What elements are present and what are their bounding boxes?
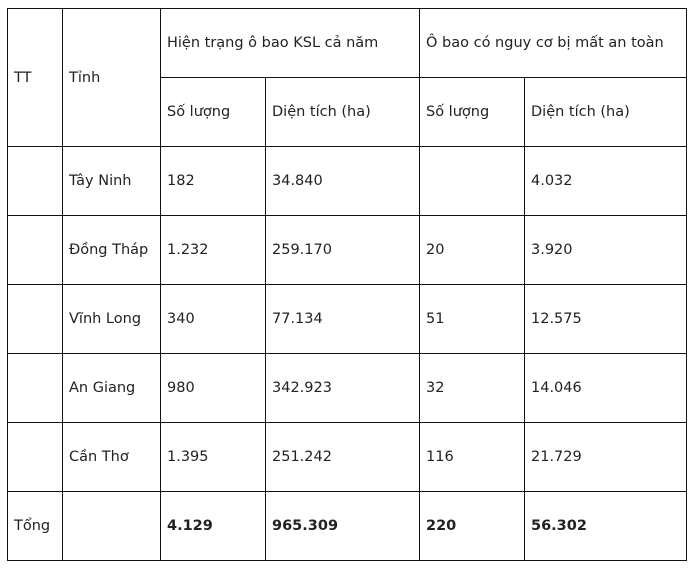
cell-province: Vĩnh Long — [62, 284, 161, 354]
cell-area1: 259.170 — [265, 215, 420, 285]
cell-area1: 251.242 — [265, 422, 420, 492]
table-row: An Giang 980 342.923 32 14.046 — [7, 353, 687, 423]
header-row-2: Số lượng Diện tích (ha) Số lượng Diện tí… — [8, 77, 687, 147]
cell-area1: 342.923 — [265, 353, 420, 423]
cell-count1: 1.395 — [160, 422, 266, 492]
header-count-1: Số lượng — [160, 77, 266, 147]
cell-tt — [7, 353, 63, 423]
cell-tt — [7, 284, 63, 354]
cell-province: Đồng Tháp — [62, 215, 161, 285]
cell-province: Tây Ninh — [62, 146, 161, 216]
total-province — [62, 491, 161, 561]
cell-tt — [7, 422, 63, 492]
table-row: Vĩnh Long 340 77.134 51 12.575 — [7, 284, 687, 354]
header-at-risk: Ô bao có nguy cơ bị mất an toàn — [419, 8, 687, 78]
data-table: TT Tỉnh Hiện trạng ô bao KSL cả năm Ô ba… — [7, 8, 687, 561]
cell-tt — [7, 146, 63, 216]
cell-count2: 20 — [419, 215, 525, 285]
cell-province: An Giang — [62, 353, 161, 423]
cell-area2: 12.575 — [524, 284, 687, 354]
header-province: Tỉnh — [62, 8, 161, 147]
cell-count1: 182 — [160, 146, 266, 216]
cell-count2: 51 — [419, 284, 525, 354]
cell-count1: 340 — [160, 284, 266, 354]
table-row: Đồng Tháp 1.232 259.170 20 3.920 — [7, 215, 687, 285]
cell-count1: 980 — [160, 353, 266, 423]
cell-area2: 3.920 — [524, 215, 687, 285]
cell-count2: 32 — [419, 353, 525, 423]
cell-area1: 77.134 — [265, 284, 420, 354]
total-area2: 56.302 — [524, 491, 687, 561]
cell-count2: 116 — [419, 422, 525, 492]
cell-province: Cần Thơ — [62, 422, 161, 492]
cell-area2: 14.046 — [524, 353, 687, 423]
header-area-2: Diện tích (ha) — [524, 77, 687, 147]
header-area-1: Diện tích (ha) — [265, 77, 420, 147]
total-count2: 220 — [419, 491, 525, 561]
total-area1: 965.309 — [265, 491, 420, 561]
cell-area2: 21.729 — [524, 422, 687, 492]
total-label: Tổng — [7, 491, 63, 561]
header-current-status: Hiện trạng ô bao KSL cả năm — [160, 8, 420, 78]
cell-tt — [7, 215, 63, 285]
header-row-1: TT Tỉnh Hiện trạng ô bao KSL cả năm Ô ba… — [7, 8, 687, 147]
total-row: Tổng 4.129 965.309 220 56.302 — [7, 491, 687, 561]
header-count-2: Số lượng — [419, 77, 525, 147]
header-tt: TT — [7, 8, 63, 147]
table-row: Tây Ninh 182 34.840 4.032 — [7, 146, 687, 216]
cell-area2: 4.032 — [524, 146, 687, 216]
cell-area1: 34.840 — [265, 146, 420, 216]
table-row: Cần Thơ 1.395 251.242 116 21.729 — [7, 422, 687, 492]
cell-count1: 1.232 — [160, 215, 266, 285]
total-count1: 4.129 — [160, 491, 266, 561]
cell-count2 — [419, 146, 525, 216]
